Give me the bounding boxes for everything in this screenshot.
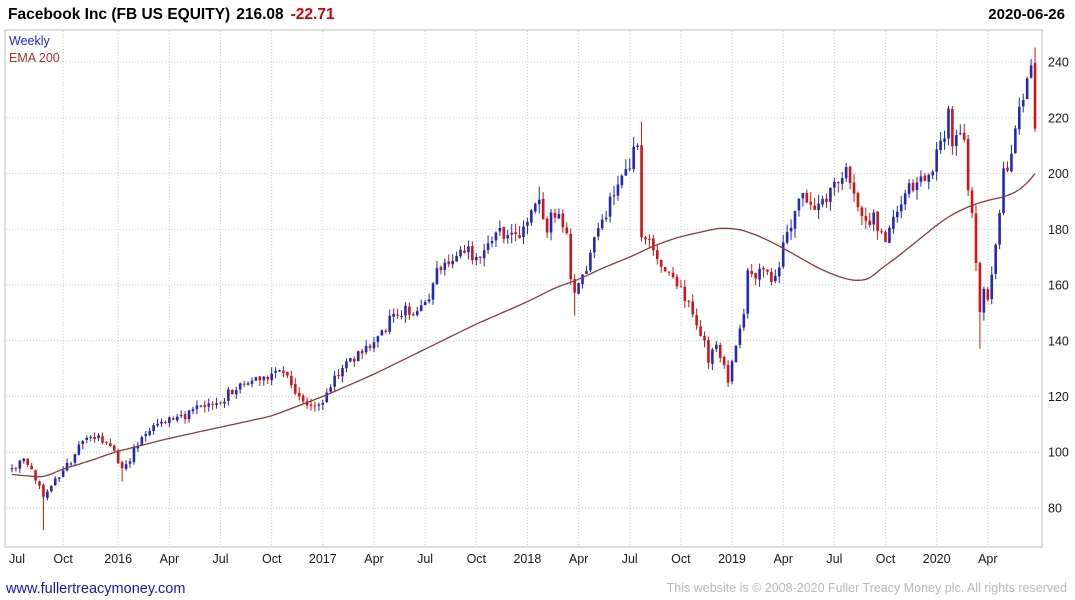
candles xyxy=(10,47,1037,531)
grid-lines xyxy=(6,31,1041,546)
svg-text:Oct: Oct xyxy=(467,552,487,566)
svg-text:180: 180 xyxy=(1048,223,1069,237)
svg-text:Apr: Apr xyxy=(978,552,997,566)
chart-date: 2020-06-26 xyxy=(988,6,1065,23)
svg-text:Oct: Oct xyxy=(53,552,73,566)
svg-text:Apr: Apr xyxy=(364,552,383,566)
svg-text:Jul: Jul xyxy=(826,552,842,566)
x-axis-labels: Jul Oct 2016 Apr Jul Oct 2017 Apr Jul Oct 2018 Apr J… xyxy=(9,552,998,566)
svg-text:Jul: Jul xyxy=(213,552,229,566)
instrument-name: Facebook Inc (FB US EQUITY) xyxy=(8,6,231,23)
svg-text:Jul: Jul xyxy=(9,552,25,566)
chart-header: Facebook Inc (FB US EQUITY) 216.08 -22.71 xyxy=(8,6,335,24)
svg-text:Oct: Oct xyxy=(671,552,691,566)
svg-text:2017: 2017 xyxy=(309,552,337,566)
svg-text:2020: 2020 xyxy=(923,552,951,566)
svg-text:220: 220 xyxy=(1048,111,1069,125)
svg-text:Oct: Oct xyxy=(876,552,896,566)
svg-text:120: 120 xyxy=(1048,390,1069,404)
y-axis-labels: 80 100 120 140 160 180 200 220 240 xyxy=(1048,56,1069,516)
svg-text:2019: 2019 xyxy=(718,552,746,566)
last-price: 216.08 xyxy=(236,6,284,23)
chart-legend: Weekly EMA 200 xyxy=(9,33,60,67)
svg-text:2016: 2016 xyxy=(104,552,132,566)
svg-text:Apr: Apr xyxy=(773,552,792,566)
ema-line xyxy=(11,173,1036,478)
legend-weekly-label: Weekly xyxy=(9,34,50,48)
plot-border xyxy=(4,29,1043,548)
svg-text:160: 160 xyxy=(1048,279,1069,293)
svg-text:240: 240 xyxy=(1048,56,1069,70)
copyright-text: This website is © 2008-2020 Fuller Treac… xyxy=(666,581,1067,595)
svg-text:80: 80 xyxy=(1048,502,1062,516)
legend-ema-label: EMA 200 xyxy=(9,51,60,65)
site-link[interactable]: www.fullertreacymoney.com xyxy=(6,581,186,597)
svg-text:140: 140 xyxy=(1048,334,1069,348)
svg-text:100: 100 xyxy=(1048,446,1069,460)
svg-text:Oct: Oct xyxy=(262,552,282,566)
svg-text:Apr: Apr xyxy=(569,552,588,566)
svg-text:Jul: Jul xyxy=(622,552,638,566)
svg-text:Jul: Jul xyxy=(417,552,433,566)
svg-text:200: 200 xyxy=(1048,167,1069,181)
svg-text:Apr: Apr xyxy=(160,552,179,566)
price-change: -22.71 xyxy=(290,6,335,23)
svg-text:2018: 2018 xyxy=(513,552,541,566)
